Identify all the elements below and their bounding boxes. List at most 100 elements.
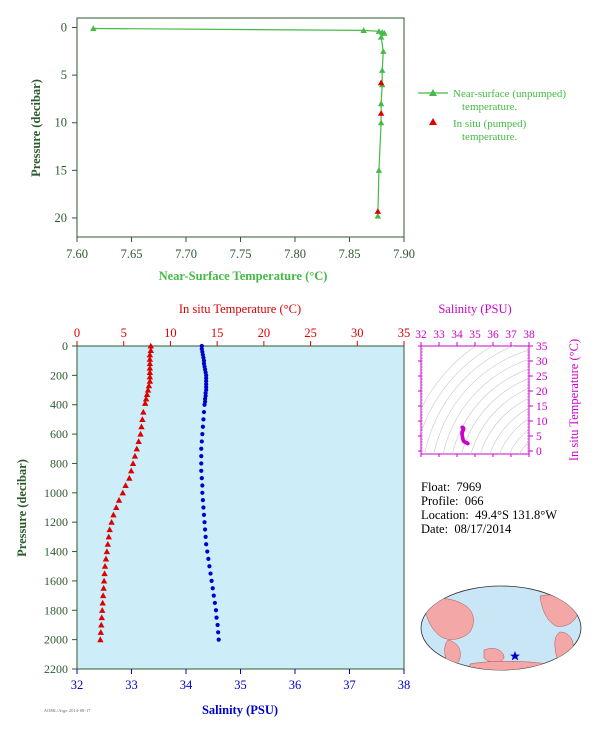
unpumped-temperature-point [360,27,367,33]
profile-chart: 0 5 10 15 20 25 30 35 32 33 34 35 36 37 38 0 200 400 600… [15,302,410,717]
temperature-point [100,577,108,584]
temperature-point [129,460,137,467]
salinity-point [200,498,205,503]
near-surface-y-tick-label: 0 [61,21,67,35]
ts-x-tick-label: 32 [415,329,427,341]
pressure-tick-label: 0 [62,339,68,353]
temperature-point [131,452,139,459]
salinity-point [208,571,213,576]
salinity-point [206,556,211,561]
salinity-point [204,385,209,390]
salinity-point [200,424,205,429]
unpumped-temperature-point [381,30,388,36]
salinity-point [214,615,219,620]
salinity-point [199,439,204,444]
temperature-point [101,563,109,569]
salinity-point [215,622,220,628]
salinity-tick-label: 36 [289,678,302,692]
float-location-star-icon [510,651,520,661]
ts-x-tick-label: 34 [451,329,463,341]
near-surface-x-tick-label: 7.65 [121,247,143,261]
temperature-point [144,386,152,393]
salinity-point [207,564,212,569]
temperature-point [119,489,126,496]
temperature-tick-label: 30 [351,326,364,340]
temperature-point [146,364,154,371]
temperature-point [99,607,106,613]
salinity-point [201,512,207,517]
temperature-point [139,416,146,422]
profile-label: Profile: [421,494,459,508]
near-surface-x-tick-label: 7.70 [175,247,197,261]
map-land-eurasia [423,598,474,640]
date-label: Date: [421,522,449,536]
salinity-tick-label: 38 [398,678,411,692]
temperature-point [98,614,105,621]
temperature-point [113,504,120,511]
salinity-point [204,382,209,387]
near-surface-x-tick-label: 7.75 [230,247,252,261]
temperature-point [103,548,111,555]
profile-value: 066 [464,494,484,508]
salinity-point [204,379,209,384]
unpumped-temperature-point [377,119,385,126]
location-label: Location: [421,508,469,522]
pumped-temperature-point [377,110,385,116]
unpumped-temperature-point [377,100,385,107]
near-surface-x-tick-label: 7.80 [284,247,306,261]
salinity-point [201,417,206,422]
temperature-point [99,599,106,606]
temperature-point [105,533,112,540]
salinity-point [202,527,208,532]
salinity-point [216,637,221,642]
profile-plot-frame [76,345,405,670]
temperature-point [146,356,154,362]
near-surface-x-axis-label: Near-Surface Temperature (°C) [159,269,328,283]
pressure-tick-label: 400 [50,398,68,412]
temperature-point [110,511,117,518]
unpumped-temperature-point [379,67,386,73]
temperature-point [147,342,155,349]
temperature-point [115,496,123,503]
pressure-tick-label: 2200 [44,662,68,676]
date-row: Date: 08/17/2014 [421,522,557,536]
ts-y-tick-label: 25 [536,371,548,383]
salinity-point [204,542,209,547]
location-value: 49.4°S 131.8°W [475,508,558,522]
legend-pumped-label: In situ (pumped) temperature. [453,118,529,143]
ts-y-tick-label: 35 [536,341,548,353]
ts-x-tick-label: 36 [487,329,499,341]
temperature-point [146,351,154,358]
temperature-tick-label: 15 [211,326,224,340]
temperature-point [146,373,154,380]
temperature-point [126,474,133,481]
temperature-axis-label: In situ Temperature (°C) [179,302,301,316]
salinity-point [210,586,215,591]
temperature-point [122,482,129,489]
pressure-tick-label: 1800 [44,603,68,617]
temperature-point [146,360,154,367]
salinity-point [205,549,210,554]
near-surface-y-axis-label: Pressure (decibar) [29,79,43,177]
pressure-tick-label: 800 [50,456,68,470]
salinity-tick-label: 34 [180,678,193,692]
salinity-tick-label: 35 [234,678,247,692]
temperature-point [142,395,150,402]
location-row: Location: 49.4°S 131.8°W [421,508,557,522]
pressure-tick-label: 1400 [44,545,68,559]
temperature-point [135,438,142,444]
temperature-point [100,585,107,591]
temperature-point [97,629,105,635]
temperature-point [99,592,107,599]
salinity-point [200,431,205,437]
float-info: Float: 7969 Profile: 066 Location: 49.4°… [421,480,557,536]
near-surface-y-tick-label: 20 [55,211,68,225]
temperature-tick-label: 10 [164,326,177,340]
temperature-point [147,347,155,353]
temperature-point [140,408,147,415]
temperature-point [108,518,115,525]
legend-pumped-marker [429,118,437,125]
near-surface-x-tick-label: 7.85 [339,247,361,261]
near-surface-y-tick-label: 10 [55,116,68,130]
